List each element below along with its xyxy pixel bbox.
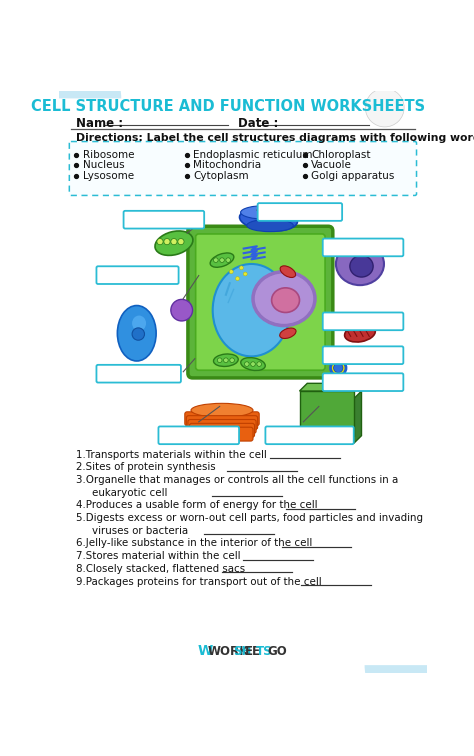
Ellipse shape	[191, 404, 253, 417]
FancyBboxPatch shape	[185, 412, 259, 426]
Ellipse shape	[132, 315, 146, 331]
FancyBboxPatch shape	[124, 211, 204, 228]
Ellipse shape	[241, 358, 265, 370]
Text: Date :: Date :	[237, 116, 278, 129]
Circle shape	[218, 358, 222, 363]
FancyBboxPatch shape	[323, 346, 403, 364]
Text: 9.Packages proteins for transport out of the cell: 9.Packages proteins for transport out of…	[76, 577, 322, 587]
Text: eukaryotic cell: eukaryotic cell	[92, 488, 167, 497]
FancyBboxPatch shape	[96, 266, 179, 284]
Circle shape	[164, 239, 170, 245]
Text: 8.Closely stacked, flattened sacs: 8.Closely stacked, flattened sacs	[76, 564, 246, 574]
Text: viruses or bacteria: viruses or bacteria	[92, 525, 188, 536]
Polygon shape	[300, 383, 362, 391]
Ellipse shape	[247, 219, 293, 231]
Ellipse shape	[280, 266, 296, 277]
Circle shape	[224, 358, 228, 363]
Wedge shape	[365, 665, 473, 719]
Circle shape	[243, 272, 247, 276]
Circle shape	[213, 258, 218, 262]
Circle shape	[229, 270, 233, 274]
Circle shape	[171, 239, 177, 245]
Ellipse shape	[239, 208, 298, 231]
Circle shape	[132, 328, 145, 340]
Circle shape	[178, 239, 184, 245]
Text: Ribosome: Ribosome	[82, 150, 134, 160]
Text: Golgi apparatus: Golgi apparatus	[311, 171, 394, 181]
Ellipse shape	[118, 305, 156, 361]
FancyBboxPatch shape	[191, 427, 253, 441]
Ellipse shape	[345, 324, 375, 342]
Circle shape	[230, 358, 235, 363]
Circle shape	[171, 299, 192, 321]
Wedge shape	[13, 45, 121, 98]
Circle shape	[245, 362, 249, 367]
Circle shape	[226, 258, 230, 262]
Text: EE: EE	[245, 645, 261, 658]
FancyBboxPatch shape	[186, 416, 258, 429]
Text: WORK: WORK	[207, 645, 248, 658]
Text: 1.Transports materials within the cell: 1.Transports materials within the cell	[76, 450, 267, 460]
Ellipse shape	[272, 288, 300, 312]
Ellipse shape	[213, 264, 290, 356]
Text: 5.Digests excess or worn-out cell parts, food particles and invading: 5.Digests excess or worn-out cell parts,…	[76, 513, 423, 523]
Circle shape	[157, 239, 163, 245]
Text: Chloroplast: Chloroplast	[311, 150, 371, 160]
FancyBboxPatch shape	[96, 365, 181, 383]
Ellipse shape	[253, 271, 315, 326]
Text: 3.Organelle that manages or controls all the cell functions in a: 3.Organelle that manages or controls all…	[76, 475, 399, 485]
FancyBboxPatch shape	[188, 226, 333, 378]
FancyBboxPatch shape	[323, 312, 403, 330]
Text: W: W	[197, 644, 212, 658]
Circle shape	[236, 277, 239, 280]
Ellipse shape	[350, 256, 373, 277]
Ellipse shape	[155, 231, 193, 256]
Circle shape	[334, 364, 343, 373]
FancyBboxPatch shape	[323, 373, 403, 391]
FancyBboxPatch shape	[258, 203, 342, 221]
Circle shape	[251, 362, 255, 367]
Circle shape	[330, 360, 346, 376]
Text: 7.Stores material within the cell: 7.Stores material within the cell	[76, 551, 241, 561]
Text: SH: SH	[234, 645, 252, 658]
Text: Name :: Name :	[76, 116, 123, 129]
Text: CELL STRUCTURE AND FUNCTION WORKSHEETS: CELL STRUCTURE AND FUNCTION WORKSHEETS	[31, 98, 425, 113]
FancyBboxPatch shape	[265, 426, 354, 445]
Text: GO: GO	[268, 645, 287, 658]
Ellipse shape	[210, 253, 234, 268]
FancyBboxPatch shape	[188, 420, 256, 433]
Text: Lysosome: Lysosome	[82, 171, 134, 181]
Ellipse shape	[241, 206, 293, 219]
Circle shape	[257, 362, 262, 367]
Text: Nucleus: Nucleus	[82, 160, 124, 170]
FancyBboxPatch shape	[69, 141, 417, 196]
FancyBboxPatch shape	[323, 239, 403, 256]
FancyBboxPatch shape	[190, 423, 255, 437]
FancyBboxPatch shape	[196, 234, 325, 370]
Ellipse shape	[213, 354, 238, 367]
Text: Directions: Label the cell structures diagrams with following words: Directions: Label the cell structures di…	[76, 133, 474, 143]
Text: Cytoplasm: Cytoplasm	[193, 171, 249, 181]
Circle shape	[219, 258, 224, 262]
Ellipse shape	[336, 243, 384, 285]
Ellipse shape	[280, 328, 296, 339]
Text: 4.Produces a usable form of energy for the cell: 4.Produces a usable form of energy for t…	[76, 500, 318, 510]
FancyBboxPatch shape	[158, 426, 239, 445]
Text: TS: TS	[256, 645, 273, 658]
Text: Mitochondria: Mitochondria	[193, 160, 262, 170]
Polygon shape	[354, 391, 362, 443]
Text: 6.Jelly-like substance in the interior of the cell: 6.Jelly-like substance in the interior o…	[76, 538, 312, 548]
Circle shape	[239, 266, 243, 270]
Text: Vacuole: Vacuole	[311, 160, 352, 170]
Text: 2.Sites of protein synthesis: 2.Sites of protein synthesis	[76, 462, 216, 472]
FancyBboxPatch shape	[300, 391, 354, 435]
Circle shape	[365, 88, 404, 127]
Text: Endoplasmic reticulum: Endoplasmic reticulum	[193, 150, 313, 160]
